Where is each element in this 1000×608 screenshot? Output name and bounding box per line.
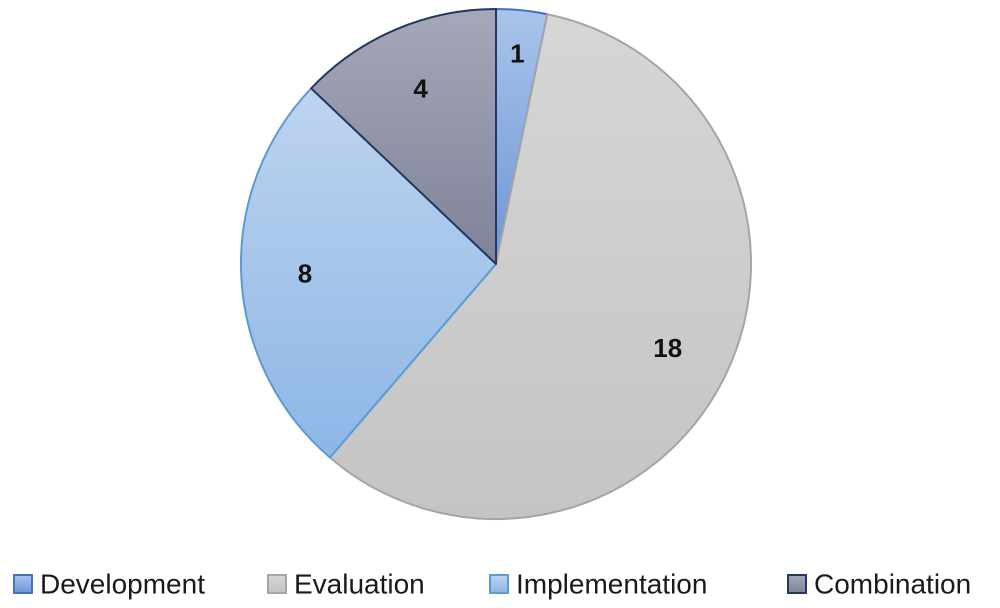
pie-slice-implementation xyxy=(240,87,497,459)
legend-label-combination: Combination xyxy=(814,569,971,600)
legend-item-implementation: Implementation xyxy=(489,569,707,600)
legend-swatch-development xyxy=(13,574,33,594)
legend-swatch-evaluation xyxy=(267,574,287,594)
legend-item-evaluation: Evaluation xyxy=(267,569,425,600)
pie-slices xyxy=(240,8,752,520)
legend-label-evaluation: Evaluation xyxy=(294,569,425,600)
pie-slice-combination xyxy=(310,8,497,265)
data-label-combination: 4 xyxy=(413,73,428,103)
legend: Development Evaluation Implementation Combi… xyxy=(13,569,971,600)
legend-item-development: Development xyxy=(13,569,205,600)
legend-swatch-combination xyxy=(787,574,807,594)
data-label-development: 1 xyxy=(510,38,524,68)
legend-item-combination: Combination xyxy=(787,569,971,600)
pie-slice-evaluation xyxy=(328,13,752,520)
legend-label-implementation: Implementation xyxy=(516,569,707,600)
legend-label-development: Development xyxy=(40,569,205,600)
data-label-evaluation: 18 xyxy=(653,333,682,363)
pie-data-labels: 1 18 8 4 xyxy=(298,38,682,363)
legend-swatch-implementation xyxy=(489,574,509,594)
data-label-implementation: 8 xyxy=(298,259,312,289)
